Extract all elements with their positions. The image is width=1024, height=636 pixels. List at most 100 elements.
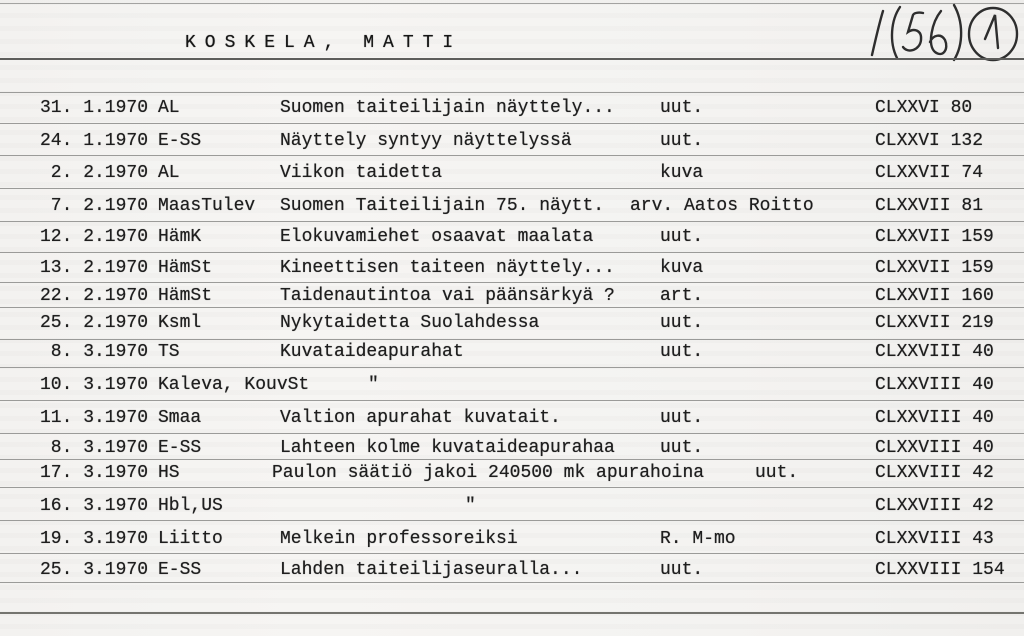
table-row: 8. 3.1970 TS Kuvataideapurahat uut. CLXX… <box>0 341 1024 363</box>
ruled-line <box>0 282 1024 283</box>
handwritten-open-paren <box>890 5 902 60</box>
entry-source: HämSt <box>158 258 213 278</box>
entry-reference: CLXXVI 132 <box>875 131 984 151</box>
entry-reference: CLXXVIII 42 <box>875 496 994 516</box>
entry-reference: CLXXVII 159 <box>875 258 994 278</box>
ruled-line <box>0 400 1024 401</box>
scan-edge-line <box>0 3 1024 4</box>
entry-source: MaasTulev <box>158 196 256 216</box>
entry-title: Melkein professoreiksi <box>280 529 518 549</box>
entry-ditto-mark: " <box>368 375 379 395</box>
entry-date: 22. 2.1970 <box>40 286 149 306</box>
ruled-line <box>0 433 1024 434</box>
entry-reference: CLXXVIII 40 <box>875 438 994 458</box>
entry-type: art. <box>660 286 704 306</box>
handwritten-digit-1 <box>870 9 885 57</box>
table-row: 2. 2.1970 AL Viikon taidetta kuva CLXXVI… <box>0 162 1024 184</box>
ruled-line <box>0 58 1024 60</box>
entry-reference: CLXXVIII 40 <box>875 408 994 428</box>
entry-type: arv. Aatos Roitto <box>630 196 814 216</box>
ruled-line <box>0 553 1024 554</box>
entry-date: 12. 2.1970 <box>40 227 149 247</box>
table-row: 19. 3.1970 Liitto Melkein professoreiksi… <box>0 528 1024 550</box>
entry-title: Valtion apurahat kuvatait. <box>280 408 561 428</box>
entry-type: uut. <box>660 313 704 333</box>
ruled-line <box>0 92 1024 93</box>
ruled-line <box>0 307 1024 308</box>
entry-date: 24. 1.1970 <box>40 131 149 151</box>
entry-type: uut. <box>660 98 704 118</box>
entry-source: AL <box>158 163 180 183</box>
ruled-line <box>0 520 1024 521</box>
entry-type: uut. <box>755 463 799 483</box>
entry-type: uut. <box>660 131 704 151</box>
entry-date: 19. 3.1970 <box>40 529 149 549</box>
entry-reference: CLXXVI 80 <box>875 98 973 118</box>
entry-date: 31. 1.1970 <box>40 98 149 118</box>
handwritten-page-note <box>870 3 1019 62</box>
table-row: 24. 1.1970 E-SS Näyttely syntyy näyttely… <box>0 130 1024 152</box>
table-row: 8. 3.1970 E-SS Lahteen kolme kuvataideap… <box>0 437 1024 459</box>
table-row: 17. 3.1970 HS Paulon säätiö jakoi 240500… <box>0 462 1024 484</box>
entry-reference: CLXXVIII 40 <box>875 342 994 362</box>
entry-type: kuva <box>660 163 704 183</box>
entry-date: 11. 3.1970 <box>40 408 149 428</box>
entry-reference: CLXXVII 74 <box>875 163 984 183</box>
table-row: 25. 3.1970 E-SS Lahden taiteilijaseurall… <box>0 559 1024 581</box>
entry-type: kuva <box>660 258 704 278</box>
entry-source: Ksml <box>158 313 202 333</box>
entry-type: uut. <box>660 342 704 362</box>
table-row: 31. 1.1970 AL Suomen taiteilijain näytte… <box>0 97 1024 119</box>
entry-date: 10. 3.1970 <box>40 375 149 395</box>
entry-reference: CLXXVII 219 <box>875 313 994 333</box>
entry-date: 16. 3.1970 <box>40 496 149 516</box>
entry-source: AL <box>158 98 180 118</box>
entry-date: 25. 2.1970 <box>40 313 149 333</box>
ruled-line <box>0 339 1024 340</box>
ruled-line <box>0 155 1024 156</box>
entry-reference: CLXXVIII 42 <box>875 463 994 483</box>
entry-type: uut. <box>660 408 704 428</box>
ruled-line <box>0 459 1024 460</box>
entry-source: HS <box>158 463 180 483</box>
entry-title: Nykytaidetta Suolahdessa <box>280 313 540 333</box>
entry-reference: CLXXVII 81 <box>875 196 984 216</box>
entry-title: Viikon taidetta <box>280 163 443 183</box>
entry-title: Kuvataideapurahat <box>280 342 464 362</box>
entry-source: Hbl,US <box>158 496 223 516</box>
table-row: 11. 3.1970 Smaa Valtion apurahat kuvatai… <box>0 407 1024 429</box>
ruled-line <box>0 612 1024 614</box>
table-row: 10. 3.1970 Kaleva, KouvSt " CLXXVIII 40 <box>0 374 1024 396</box>
entry-ditto-mark: " <box>465 496 476 516</box>
entry-date: 7. 2.1970 <box>40 196 149 216</box>
entry-title: Lahden taiteilijaseuralla... <box>280 560 583 580</box>
entry-date: 13. 2.1970 <box>40 258 149 278</box>
entry-type: uut. <box>660 438 704 458</box>
page-title: KOSKELA, MATTI <box>185 33 463 53</box>
entry-title: Lahteen kolme kuvataideapurahaa <box>280 438 615 458</box>
table-row: 13. 2.1970 HämSt Kineettisen taiteen näy… <box>0 257 1024 279</box>
circled-page-number-digit <box>983 14 1000 50</box>
ruled-line <box>0 367 1024 368</box>
entry-source: E-SS <box>158 560 202 580</box>
entry-type: uut. <box>660 227 704 247</box>
entry-date: 8. 3.1970 <box>40 342 149 362</box>
entry-source: Kaleva, KouvSt <box>158 375 310 395</box>
handwritten-close-paren <box>952 3 963 62</box>
entry-source: HämSt <box>158 286 213 306</box>
entry-source: Smaa <box>158 408 202 428</box>
circled-page-number-circle <box>967 6 1019 62</box>
entry-title: Suomen taiteilijain näyttely... <box>280 98 615 118</box>
entry-reference: CLXXVII 159 <box>875 227 994 247</box>
entry-type: R. M-mo <box>660 529 736 549</box>
entry-type: uut. <box>660 560 704 580</box>
ruled-line <box>0 221 1024 222</box>
entry-source: TS <box>158 342 180 362</box>
handwritten-digit-6 <box>928 9 948 56</box>
table-row: 25. 2.1970 Ksml Nykytaidetta Suolahdessa… <box>0 312 1024 334</box>
entry-date: 8. 3.1970 <box>40 438 149 458</box>
entry-reference: CLXXVII 160 <box>875 286 994 306</box>
ruled-line <box>0 487 1024 488</box>
ruled-line <box>0 252 1024 253</box>
